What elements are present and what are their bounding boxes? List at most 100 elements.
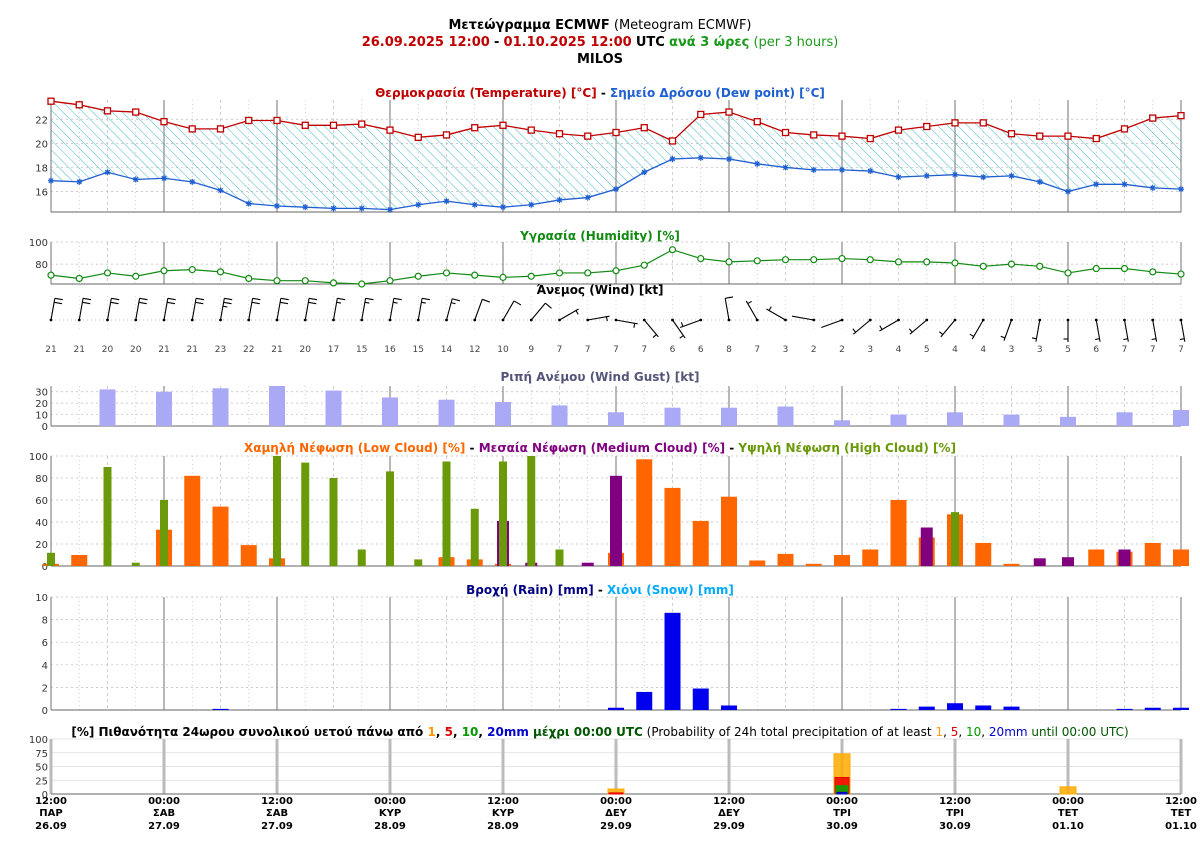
humidity-point: [329, 279, 338, 287]
temp-point: [1007, 130, 1016, 138]
temp-point: [1064, 132, 1072, 140]
wind-barb-feather: [393, 297, 402, 301]
dew-point: [1093, 181, 1100, 188]
high-cloud-bar: [442, 461, 451, 566]
prob-ytick: 50: [35, 763, 48, 774]
dew-point: [839, 166, 845, 173]
wind-barb-half: [364, 301, 370, 304]
x-tick-date: 26.09: [35, 821, 67, 832]
wind-speed-label: 7: [613, 345, 619, 355]
humidity-point: [1149, 268, 1157, 276]
prob-ytick: 75: [35, 749, 48, 760]
temp-point: [527, 126, 535, 134]
gust-title: Ριπή Ανέμου (Wind Gust) [kt]: [501, 370, 700, 384]
wind-barb-shaft: [853, 319, 871, 335]
dew-point: [1178, 186, 1184, 193]
humidity-point: [753, 257, 761, 265]
wind-barb-half: [1095, 338, 1100, 341]
humidity-point: [188, 266, 196, 274]
x-tick-date: 29.09: [600, 821, 632, 832]
high-cloud-bar: [386, 471, 394, 566]
meteogram-header: Μετεώγραμμα ECMWF (Meteogram ECMWF) 26.0…: [0, 17, 1200, 68]
temp-point: [894, 126, 903, 134]
humidity-point: [951, 259, 959, 267]
high-cloud-bar: [131, 562, 140, 566]
wind-barb-dot: [247, 318, 251, 322]
wind-barb: [219, 297, 233, 322]
wind-barb-half: [575, 310, 579, 315]
dew-point-stroke: [1008, 173, 1015, 179]
wind-barb-shaft: [361, 298, 367, 321]
humidity-point: [1064, 269, 1072, 277]
humidity-title: Υγρασία (Humidity) [%]: [519, 229, 680, 243]
wind-barb-dot: [1151, 318, 1155, 322]
x-tick-day: ΔΕΥ: [718, 808, 741, 819]
wind-barb-half: [768, 306, 772, 311]
low-cloud-bar: [721, 496, 737, 566]
humidity-point: [555, 269, 564, 277]
low-cloud-bar: [975, 542, 992, 566]
gust-bar: [325, 390, 342, 426]
temp-point: [1177, 112, 1185, 120]
wind-barb-half: [1123, 338, 1128, 341]
wind-speed-label: 2: [811, 345, 817, 355]
wind-speed-label: 15: [356, 345, 367, 355]
wind-barb-dot: [275, 318, 279, 322]
dew-point: [217, 187, 224, 194]
step-rest: (per 3 hours): [753, 35, 839, 50]
gust-bar: [269, 386, 285, 426]
cloud-ytick: 60: [35, 496, 48, 507]
dew-point: [302, 204, 309, 211]
temp-point: [951, 119, 959, 127]
dew-point: [613, 186, 619, 193]
high-cloud-bar: [273, 456, 281, 566]
dew-point: [810, 166, 817, 173]
humidity-point: [1092, 264, 1100, 273]
humidity-point: [47, 271, 55, 279]
wind-barb-dot: [642, 318, 646, 322]
wind-speed-label: 21: [187, 345, 198, 355]
wind-barb-shaft: [389, 298, 395, 321]
wind-barb-feather: [110, 301, 119, 305]
x-tick-time: 12:00: [261, 796, 293, 807]
dew-point: [161, 175, 167, 182]
wind-barb-shaft: [191, 298, 197, 321]
dew-point-stroke: [726, 156, 732, 162]
wind-barb-feather: [545, 302, 552, 309]
wind-barb-shaft: [909, 319, 928, 335]
wind-barb-dot: [727, 318, 731, 322]
wind-speed-label: 15: [413, 345, 424, 355]
wind-barb-dot: [190, 318, 194, 322]
low-cloud-bar: [834, 555, 850, 566]
temp-point: [471, 124, 479, 132]
dew-point: [387, 206, 393, 213]
dew-point: [556, 196, 563, 203]
dew-point-stroke: [472, 202, 478, 208]
low-cloud-bar: [1088, 549, 1105, 566]
x-tick-date: 28.09: [374, 821, 406, 832]
humidity-point: [386, 277, 394, 285]
temp-title: Θερμοκρασία (Temperature) [°C] - Σημείο …: [375, 86, 825, 100]
wind-barb-feather: [280, 297, 289, 301]
wind-barb-dot: [360, 318, 364, 322]
wind-speed-label: 3: [1037, 345, 1043, 355]
wind-barb-half: [1151, 338, 1157, 341]
low-cloud-bar: [777, 553, 794, 566]
wind-barb-shaft: [766, 308, 786, 321]
humidity-point: [216, 268, 225, 276]
wind-barb-shaft: [587, 315, 610, 321]
wind-barb-feather: [252, 297, 261, 301]
humidity-point: [838, 254, 846, 263]
wind-barb-dot: [529, 318, 533, 322]
dew-point-stroke: [1037, 179, 1043, 185]
temp-point: [1120, 125, 1129, 133]
wind-barb: [558, 308, 579, 322]
dew-point-stroke: [48, 178, 54, 184]
wind-barb-dot: [219, 318, 222, 322]
high-cloud-bar: [47, 552, 55, 566]
humidity-point: [442, 269, 451, 277]
wind-speed-label: 7: [557, 345, 563, 355]
rain-bar: [1173, 707, 1189, 710]
wind-barb-feather: [167, 297, 176, 301]
dew-point-stroke: [443, 198, 450, 204]
